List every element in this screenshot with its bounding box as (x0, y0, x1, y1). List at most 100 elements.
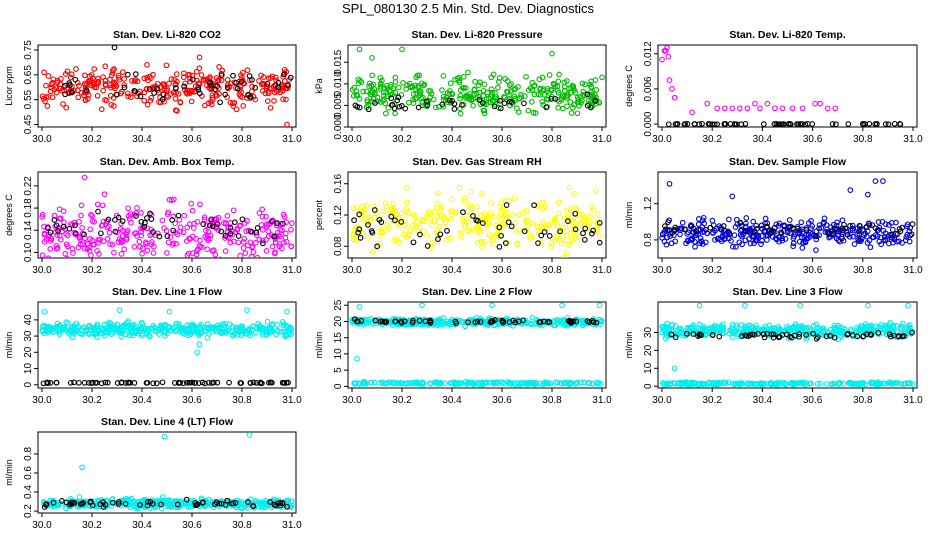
data-point (112, 81, 119, 88)
data-point (189, 379, 196, 386)
data-point (196, 341, 203, 348)
data-point (392, 217, 398, 224)
y-tick-label: 0.005 (333, 92, 344, 117)
x-tick-label: 30.4 (132, 265, 152, 276)
data-point (151, 90, 157, 96)
data-point (538, 239, 545, 246)
data-point (252, 240, 259, 246)
data-point (137, 244, 143, 250)
data-point (672, 121, 679, 127)
data-point (365, 222, 371, 228)
data-point (389, 207, 396, 214)
data-point (758, 241, 764, 247)
data-point (488, 318, 494, 325)
data-point (186, 235, 193, 242)
data-point (263, 223, 270, 229)
data-point (233, 79, 240, 86)
data-point (448, 196, 455, 203)
data-point (181, 212, 187, 219)
data-point (222, 248, 229, 254)
data-point (39, 211, 46, 218)
data-point (283, 85, 290, 92)
data-point (57, 322, 63, 329)
data-point (564, 90, 571, 97)
data-point (900, 320, 906, 327)
data-point (594, 211, 601, 217)
data-point (241, 236, 248, 242)
data-point (200, 77, 207, 83)
data-point (405, 99, 412, 106)
data-point (895, 333, 902, 340)
data-point (665, 53, 672, 60)
y-tick-label: 0.6 (23, 466, 34, 480)
data-point (138, 319, 145, 326)
data-point (768, 381, 775, 388)
data-point (592, 98, 599, 104)
data-point (214, 379, 221, 386)
data-point (404, 184, 410, 191)
data-point (212, 91, 219, 98)
data-point (474, 203, 481, 210)
data-point (44, 103, 51, 109)
data-point (125, 379, 132, 386)
data-point (127, 379, 134, 386)
data-point (539, 98, 546, 105)
data-point (761, 334, 768, 341)
data-point (696, 302, 703, 309)
data-point (161, 83, 168, 89)
data-point (562, 253, 568, 258)
data-point (537, 86, 543, 93)
data-point (264, 98, 271, 104)
data-point (124, 71, 131, 78)
data-point (78, 202, 85, 209)
data-point (48, 84, 54, 91)
data-point (100, 499, 106, 505)
data-point (96, 251, 102, 257)
data-point (779, 105, 786, 112)
data-point (190, 225, 197, 231)
data-point (166, 308, 173, 315)
data-point (410, 91, 417, 97)
series-2 (352, 91, 599, 113)
panel-6: Stan. Dev. Sample Flow 30.0 30.2 30.4 30.6 30… (624, 156, 923, 276)
data-point (764, 223, 770, 230)
data-point (68, 71, 75, 78)
data-point (410, 100, 417, 107)
data-point (125, 213, 132, 219)
data-point (905, 380, 911, 387)
data-point (288, 220, 295, 226)
data-point (851, 241, 858, 247)
data-point (166, 80, 172, 87)
data-point (356, 226, 363, 233)
x-tick-label: 30.4 (753, 265, 773, 276)
data-point (280, 220, 286, 227)
data-point (129, 78, 135, 84)
data-point (62, 250, 69, 257)
data-point (699, 381, 706, 388)
data-point (90, 324, 96, 331)
data-point (192, 500, 199, 506)
data-point (124, 319, 130, 326)
data-point (423, 98, 430, 105)
data-point (882, 380, 888, 387)
data-point (250, 503, 256, 509)
data-point (189, 76, 196, 83)
data-point (772, 381, 778, 387)
series-2 (662, 219, 916, 242)
data-point (49, 94, 56, 101)
data-point (558, 240, 565, 247)
data-point (114, 380, 121, 386)
data-point (889, 234, 895, 241)
data-point (570, 104, 576, 111)
data-point (143, 380, 150, 386)
data-point (263, 332, 270, 338)
data-point (390, 200, 397, 207)
data-point (410, 239, 417, 246)
data-point (279, 379, 286, 386)
data-point (64, 320, 71, 326)
data-point (44, 380, 51, 387)
data-point (44, 326, 51, 333)
y-axis-label: degrees C (624, 65, 634, 107)
data-point (351, 380, 357, 387)
data-point (889, 232, 895, 238)
